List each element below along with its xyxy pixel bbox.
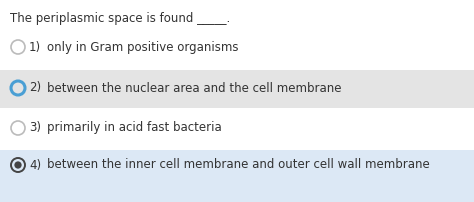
Text: 3): 3) bbox=[29, 121, 41, 135]
Text: 4): 4) bbox=[29, 159, 41, 171]
Text: only in Gram positive organisms: only in Gram positive organisms bbox=[47, 40, 238, 54]
Text: 2): 2) bbox=[29, 81, 41, 95]
Text: The periplasmic space is found _____.: The periplasmic space is found _____. bbox=[10, 12, 230, 25]
Bar bbox=[0, 70, 474, 108]
Bar bbox=[0, 150, 474, 202]
Text: primarily in acid fast bacteria: primarily in acid fast bacteria bbox=[47, 121, 222, 135]
Circle shape bbox=[14, 161, 22, 169]
Text: 1): 1) bbox=[29, 40, 41, 54]
Text: between the inner cell membrane and outer cell wall membrane: between the inner cell membrane and oute… bbox=[47, 159, 430, 171]
Text: between the nuclear area and the cell membrane: between the nuclear area and the cell me… bbox=[47, 81, 341, 95]
